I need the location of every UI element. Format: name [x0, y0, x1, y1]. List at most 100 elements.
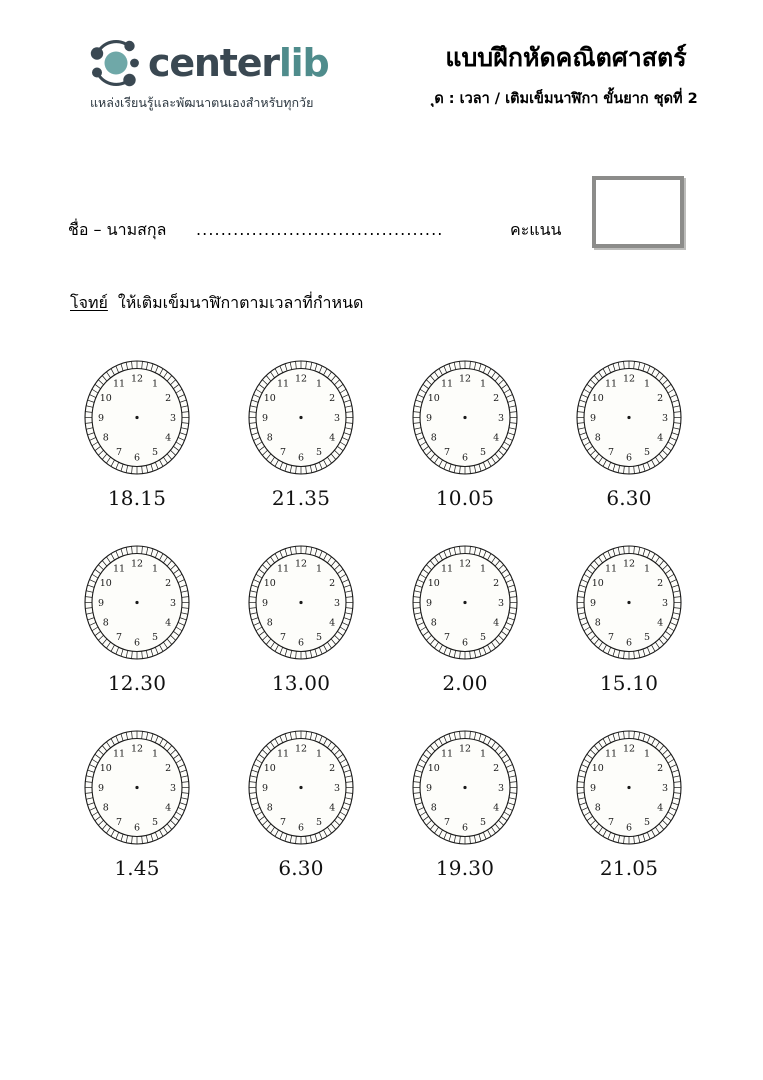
- instruction-line: โจทย์ ให้เติมเข็มนาฬิกาตามเวลาที่กำหนด: [70, 291, 363, 316]
- score-box[interactable]: [592, 176, 684, 248]
- clock-numeral: 6: [298, 822, 304, 833]
- clock-numeral: 5: [480, 817, 486, 828]
- clock-numeral: 4: [329, 618, 335, 629]
- clock-numeral: 3: [170, 783, 176, 794]
- clock-exercise-item: 12 1 2 3 4 5 6 7 8 9 10 11 12.30: [63, 543, 211, 695]
- clock-numeral: 7: [280, 447, 286, 458]
- clock-numeral: 3: [334, 598, 340, 609]
- clock-center-dot: [299, 415, 303, 420]
- clock-numeral: 1: [316, 564, 322, 575]
- clock-time-label: 10.05: [435, 486, 495, 510]
- clock-numeral: 3: [662, 783, 668, 794]
- clock-time-label: 13.00: [271, 671, 331, 695]
- title-block: แบบฝึกหัดคณิตศาสตร์ ุด : เวลา / เติมเข็ม…: [380, 43, 752, 110]
- clock-numeral: 12: [295, 743, 307, 754]
- name-input-line[interactable]: ........................................…: [196, 220, 444, 239]
- brand-block: centerlib แหล่งเรียนรู้และพัฒนาตนเองสำหร…: [88, 36, 348, 113]
- clock-numeral: 4: [329, 803, 335, 814]
- clock-center-dot: [463, 415, 467, 420]
- clock-numeral: 4: [165, 433, 171, 444]
- clock-numeral: 9: [98, 598, 104, 609]
- clock-numeral: 7: [608, 817, 614, 828]
- clock-numeral: 6: [462, 822, 468, 833]
- clock-numeral: 3: [498, 783, 504, 794]
- clock-numeral: 2: [165, 578, 171, 589]
- clock-numeral: 4: [657, 618, 663, 629]
- clock-numeral: 4: [493, 618, 499, 629]
- clock-numeral: 2: [165, 393, 171, 404]
- clock-minute-ticks: [413, 731, 517, 844]
- clock-exercise-item: 12 1 2 3 4 5 6 7 8 9 10 11 6.30: [227, 728, 375, 880]
- clock-center-dot: [299, 785, 303, 790]
- clock-minute-ticks: [85, 546, 189, 659]
- clock-numeral: 6: [134, 822, 140, 833]
- clock-numeral: 12: [131, 558, 143, 569]
- clock-numeral: 7: [444, 817, 450, 828]
- clock-numeral: 4: [657, 433, 663, 444]
- clock-numeral: 2: [329, 393, 335, 404]
- clock-numeral: 1: [480, 749, 486, 760]
- clock-numeral: 5: [316, 817, 322, 828]
- clock-numeral: 8: [595, 618, 601, 629]
- clock-numeral: 10: [100, 763, 112, 774]
- name-score-row: ชื่อ – นามสกุล .........................…: [0, 176, 763, 258]
- clock-numeral: 9: [262, 598, 268, 609]
- clock-center-dot: [299, 600, 303, 605]
- clock-numeral: 12: [623, 373, 635, 384]
- clock-numeral: 12: [623, 558, 635, 569]
- clock-numeral: 2: [329, 578, 335, 589]
- clock-numeral: 10: [592, 763, 604, 774]
- clock-numeral: 6: [134, 637, 140, 648]
- clock-numeral: 5: [644, 447, 650, 458]
- clock-numeral: 9: [590, 783, 596, 794]
- clock-numeral: 7: [280, 817, 286, 828]
- clock-numeral: 1: [316, 379, 322, 390]
- page-header: centerlib แหล่งเรียนรู้และพัฒนาตนเองสำหร…: [0, 0, 763, 150]
- clock-numeral: 2: [493, 578, 499, 589]
- clock-exercise-item: 12 1 2 3 4 5 6 7 8 9 10 11 2.00: [391, 543, 539, 695]
- clock-numeral: 9: [426, 413, 432, 424]
- clock-time-label: 15.10: [599, 671, 659, 695]
- clock-numeral: 8: [431, 433, 437, 444]
- instruction-keyword: โจทย์: [70, 293, 108, 312]
- clock-numeral: 3: [662, 413, 668, 424]
- clock-numeral: 7: [608, 447, 614, 458]
- clock-center-dot: [463, 600, 467, 605]
- page-subtitle: ุด : เวลา / เติมเข็มนาฬิกา ขั้นยาก ชุดที…: [434, 90, 698, 107]
- clock-row: 12 1 2 3 4 5 6 7 8 9 10 11 12.30 12 1 2 3 4 5 6 7 8 9 10 11 13.00…: [63, 543, 703, 695]
- clock-numeral: 4: [657, 803, 663, 814]
- clock-numeral: 2: [329, 763, 335, 774]
- clock-numeral: 5: [316, 632, 322, 643]
- clock-minute-ticks: [249, 731, 353, 844]
- clock-exercise-item: 12 1 2 3 4 5 6 7 8 9 10 11 18.15: [63, 358, 211, 510]
- clock-numeral: 4: [329, 433, 335, 444]
- clock-minute-ticks: [577, 731, 681, 844]
- clock-numeral: 3: [498, 598, 504, 609]
- clock-numeral: 2: [165, 763, 171, 774]
- clock-numeral: 3: [334, 783, 340, 794]
- clock-exercise-item: 12 1 2 3 4 5 6 7 8 9 10 11 21.35: [227, 358, 375, 510]
- clock-numeral: 11: [277, 564, 289, 575]
- clock-exercise-item: 12 1 2 3 4 5 6 7 8 9 10 11 19.30: [391, 728, 539, 880]
- clock-numeral: 1: [152, 379, 158, 390]
- clock-numeral: 11: [113, 749, 125, 760]
- clock-numeral: 1: [644, 749, 650, 760]
